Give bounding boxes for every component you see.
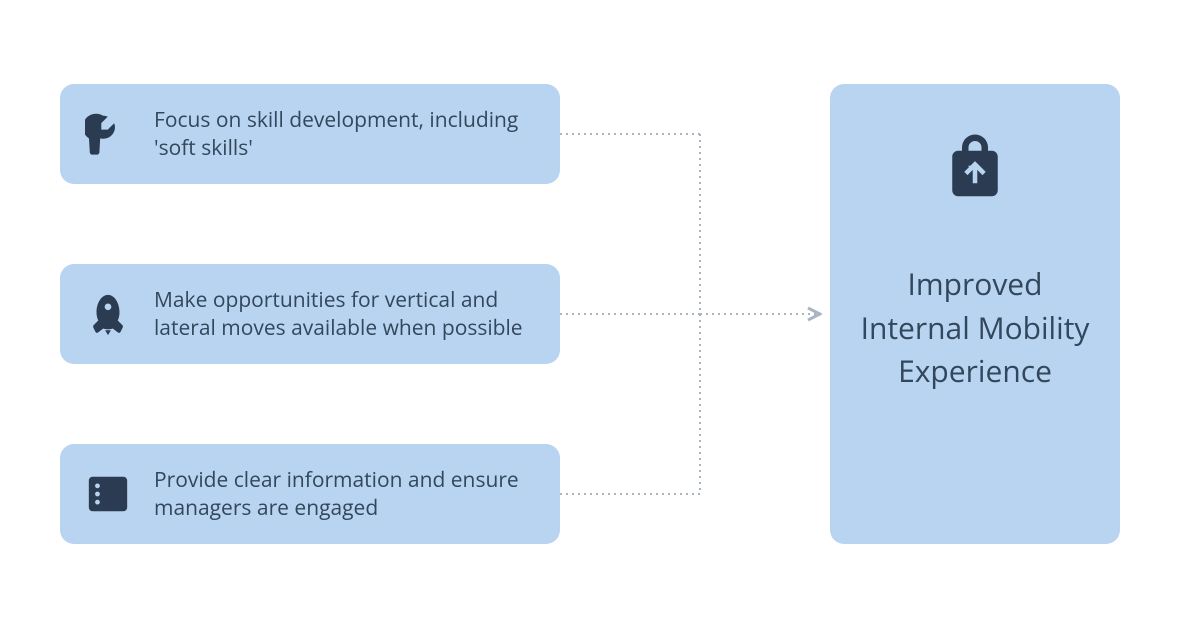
input-card-information: Provide clear information and ensure man…: [60, 444, 560, 544]
result-card: Improved Internal Mobility Experience: [830, 84, 1120, 544]
input-label: Focus on skill development, including 's…: [154, 106, 538, 163]
input-card-opportunities: Make opportunities for vertical and late…: [60, 264, 560, 364]
rocket-icon: [80, 286, 136, 342]
lock-bag-icon: [930, 122, 1020, 212]
result-title: Improved Internal Mobility Experience: [830, 262, 1120, 393]
input-label: Provide clear information and ensure man…: [154, 466, 538, 523]
wrench-icon: [80, 106, 136, 162]
input-card-skill-development: Focus on skill development, including 's…: [60, 84, 560, 184]
list-icon: [80, 466, 136, 522]
diagram-canvas: Focus on skill development, including 's…: [0, 0, 1200, 627]
input-label: Make opportunities for vertical and late…: [154, 286, 538, 343]
